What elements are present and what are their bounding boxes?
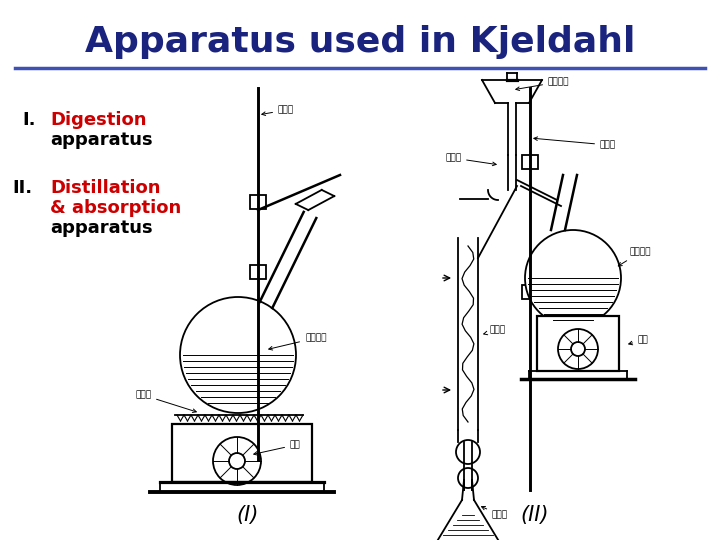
Text: 进样漏斗: 进样漏斗 [516, 78, 570, 91]
Circle shape [456, 440, 480, 464]
Text: 凯氏烧瓶: 凯氏烧瓶 [269, 334, 326, 350]
Circle shape [525, 230, 621, 326]
Text: (II): (II) [521, 505, 549, 525]
Text: 电炉: 电炉 [253, 441, 301, 455]
Text: 铁支架: 铁支架 [262, 105, 294, 116]
Text: & absorption: & absorption [50, 199, 181, 217]
Text: 蒸馏烧瓶: 蒸馏烧瓶 [618, 247, 652, 266]
Text: Distillation: Distillation [50, 179, 161, 197]
Text: II.: II. [12, 179, 32, 197]
Text: Apparatus used in Kjeldahl: Apparatus used in Kjeldahl [85, 25, 635, 59]
Text: 吸收液: 吸收液 [482, 507, 508, 519]
Text: apparatus: apparatus [50, 131, 153, 149]
Circle shape [180, 297, 296, 413]
Text: I.: I. [22, 111, 35, 129]
Text: 冷凝管: 冷凝管 [484, 326, 506, 335]
Bar [172, 424, 312, 482]
Bar [522, 155, 538, 169]
Circle shape [458, 468, 478, 488]
Bar [250, 195, 266, 209]
Text: 铁支架: 铁支架 [534, 137, 616, 150]
Bar [250, 265, 266, 279]
Bar [522, 285, 538, 299]
Text: Digestion: Digestion [50, 111, 146, 129]
Text: 玻璃珠: 玻璃珠 [445, 153, 496, 166]
Bar [537, 316, 619, 371]
Text: (I): (I) [237, 505, 259, 525]
Text: 石棉网: 石棉网 [135, 390, 197, 413]
Text: 电炉: 电炉 [629, 335, 649, 345]
Text: apparatus: apparatus [50, 219, 153, 237]
